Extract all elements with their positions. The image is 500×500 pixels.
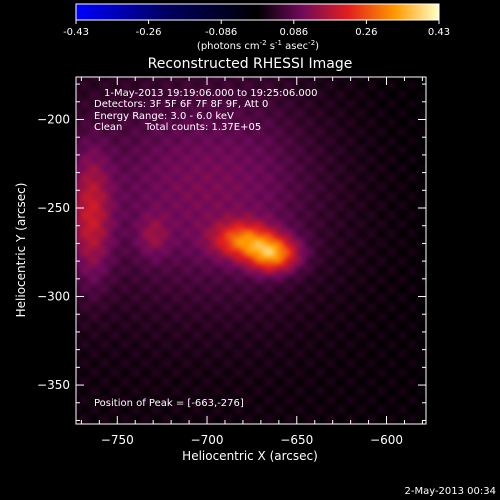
x-tick-label: −700: [191, 433, 224, 447]
colorbar-tick-label: -0.43: [63, 27, 89, 38]
colorbar-tick-label: -0.26: [136, 27, 162, 38]
x-tick-label: −600: [370, 433, 403, 447]
detectors-text: Detectors: 3F 5F 6F 7F 8F 9F, Att 0: [94, 99, 268, 110]
heatmap-image: [76, 77, 426, 424]
y-tick-label: −300: [37, 290, 70, 304]
y-axis-label: Heliocentric Y (arcsec): [14, 183, 28, 318]
total-counts-text: Total counts: 1.37E+05: [144, 122, 261, 133]
peak-position-text: Position of Peak = [-663,-276]: [94, 398, 244, 409]
energy-range-text: Energy Range: 3.0 - 6.0 keV: [94, 111, 234, 122]
colorbar-tick-label: 0.43: [428, 27, 450, 38]
image-annotations: 1-May-2013 19:19:06.000 to 19:25:06.000 …: [94, 88, 317, 409]
x-axis-label: Heliocentric X (arcsec): [182, 449, 318, 463]
colorbar-tick-label: 0.26: [355, 27, 377, 38]
chart-title: Reconstructed RHESSI Image: [148, 56, 353, 72]
footer-timestamp: 2-May-2013 00:34: [404, 486, 496, 497]
plot-frame: [75, 76, 427, 425]
axis-ticks: −750 −700 −650 −600 −200 −250 −300 −350: [37, 77, 426, 447]
clean-label-text: Clean: [94, 122, 122, 133]
y-tick-label: −200: [37, 112, 70, 126]
x-tick-label: −650: [280, 433, 313, 447]
colorbar: [75, 3, 440, 21]
colorbar-tick-label: -0.086: [205, 27, 237, 38]
y-tick-label: −250: [37, 201, 70, 215]
colorbar-units: (photons cm-2 s-1 asec-2): [197, 39, 319, 52]
colorbar-ticks: -0.43 -0.26 -0.086 0.086 0.26 0.43: [63, 20, 450, 38]
y-tick-label: −350: [37, 378, 70, 392]
colorbar-tick-label: 0.086: [279, 27, 308, 38]
x-tick-label: −750: [101, 433, 134, 447]
time-range-text: 1-May-2013 19:19:06.000 to 19:25:06.000: [104, 88, 317, 99]
